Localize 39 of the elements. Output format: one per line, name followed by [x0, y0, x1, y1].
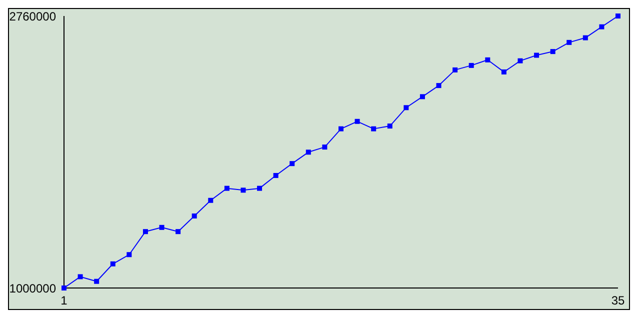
point: [485, 57, 490, 62]
point: [534, 52, 540, 58]
point: [387, 124, 392, 129]
point: [599, 24, 604, 30]
point: [110, 261, 116, 266]
point: [452, 67, 458, 72]
point: [338, 126, 344, 132]
point: [501, 69, 506, 74]
point: [616, 14, 620, 18]
point: [436, 83, 442, 88]
point: [306, 150, 311, 155]
point: [159, 224, 164, 230]
y-tick-label: 1000000: [9, 281, 56, 296]
point: [404, 105, 409, 110]
point: [566, 40, 572, 45]
x-tick-label: 35: [611, 294, 625, 308]
x-tick-label: 1: [60, 294, 68, 308]
y-tick-label: 2760000: [9, 9, 56, 24]
point: [518, 58, 523, 64]
point: [126, 252, 132, 258]
point: [420, 94, 425, 100]
point: [78, 274, 83, 280]
point: [322, 144, 328, 150]
point: [142, 229, 148, 234]
point: [582, 35, 588, 40]
point: [550, 49, 556, 54]
point: [468, 62, 474, 68]
point: [192, 213, 197, 218]
point: [371, 126, 376, 132]
point: [290, 161, 295, 166]
point: [257, 186, 262, 191]
point: [354, 118, 360, 124]
point: [208, 198, 214, 203]
point: [273, 172, 278, 178]
point: [94, 278, 100, 284]
point: [240, 188, 246, 193]
point: [176, 229, 181, 234]
point: [62, 286, 66, 290]
point: [224, 186, 230, 191]
